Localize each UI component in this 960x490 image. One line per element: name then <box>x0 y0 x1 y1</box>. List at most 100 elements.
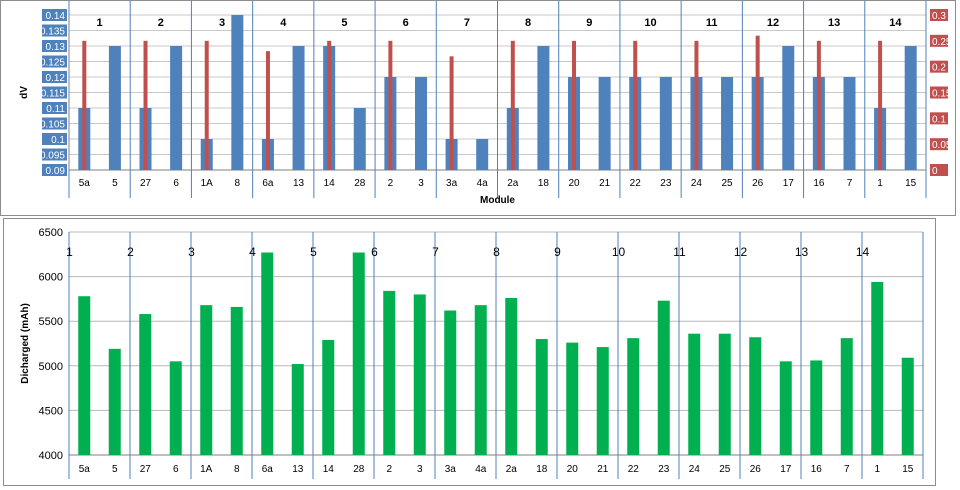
group-label: 11 <box>706 17 718 29</box>
secondary-bar <box>878 40 883 171</box>
left-tick-highlight <box>42 117 67 130</box>
dv-bar <box>108 46 121 170</box>
y-tick-label: 5500 <box>39 316 63 328</box>
discharged-bar <box>840 338 853 455</box>
discharged-bar <box>322 339 335 455</box>
group-label: 8 <box>493 245 500 259</box>
discharged-bar <box>779 361 792 455</box>
group-label: 5 <box>310 245 317 259</box>
left-tick-label: 0.11 <box>46 104 65 115</box>
group-label: 9 <box>554 245 561 259</box>
x-tick-label: 5 <box>112 178 118 189</box>
dv-bar <box>904 46 917 170</box>
discharged-bar <box>383 290 396 455</box>
discharged-bar <box>901 357 914 455</box>
left-tick-label: 0.115 <box>41 89 66 100</box>
x-tick-label: 5 <box>112 464 118 475</box>
group-label: 6 <box>403 17 409 29</box>
x-tick-label: 27 <box>140 178 152 189</box>
right-tick-label: 0.15 <box>932 89 952 100</box>
x-tick-label: 15 <box>905 178 917 189</box>
discharged-chart-panel[interactable]: 4000 4500 5000 5500 6000 6500 1 2 3 4 5 6 7 8 9 10 11 12 1… <box>3 218 936 486</box>
discharged-bar <box>535 339 548 455</box>
left-tick-highlight <box>42 133 67 145</box>
x-tick-label: 6 <box>173 178 179 189</box>
left-tick-label: 0.095 <box>40 151 65 162</box>
group-label: 5 <box>341 17 347 29</box>
y-tick-label: 4000 <box>39 450 63 462</box>
discharged-bar <box>749 337 762 455</box>
left-tick-highlight <box>42 55 67 68</box>
right-tick-highlight <box>930 60 948 73</box>
left-tick-label: 0.1 <box>51 135 65 146</box>
dv-bar <box>170 46 183 170</box>
x-tick-label: 23 <box>660 178 672 189</box>
x-tick-label: 7 <box>847 178 853 189</box>
secondary-bar <box>755 35 760 170</box>
x-tick-label: 13 <box>292 464 304 475</box>
dv-bar <box>721 77 734 170</box>
secondary-bar <box>510 40 515 171</box>
group-label: 10 <box>644 17 656 29</box>
x-tick-label: 8 <box>234 464 240 475</box>
discharged-bar <box>200 305 213 455</box>
x-tick-label: 20 <box>567 464 579 475</box>
discharged-bar <box>566 342 579 455</box>
secondary-bar <box>694 40 699 171</box>
secondary-bar <box>327 40 332 171</box>
dv-bar <box>231 15 244 170</box>
dv-bar <box>782 46 795 170</box>
x-tick-label: 24 <box>689 464 701 475</box>
left-tick-highlight <box>42 148 67 161</box>
group-label: 4 <box>280 17 287 29</box>
x-tick-label: 25 <box>719 464 731 475</box>
x-tick-label: 3a <box>446 178 458 189</box>
x-tick-label: 8 <box>235 178 241 189</box>
dv-chart-panel[interactable]: 0.09 0.095 0.1 0.105 0.11 0.115 0.12 0.125 0.13 0… <box>0 0 956 216</box>
x-tick-label: 1 <box>874 464 880 475</box>
discharged-bar <box>657 300 670 455</box>
left-tick-highlight <box>42 24 67 37</box>
x-tick-label: 2 <box>386 464 392 475</box>
discharged-bar <box>627 338 640 455</box>
secondary-bar <box>143 40 148 171</box>
y-axis-title: dV <box>19 86 30 99</box>
x-tick-label: 5a <box>79 178 91 189</box>
dv-bar <box>292 46 305 170</box>
x-tick-label: 2 <box>388 178 394 189</box>
discharged-bar <box>718 333 731 455</box>
group-label: 12 <box>734 245 748 259</box>
x-tick-label: 17 <box>783 178 795 189</box>
x-tick-label: 6a <box>262 464 274 475</box>
x-tick-label: 27 <box>140 464 152 475</box>
right-tick-highlight <box>930 9 948 21</box>
group-label: 14 <box>856 245 870 259</box>
x-tick-label: 26 <box>752 178 764 189</box>
left-tick-label: 0.14 <box>46 11 66 22</box>
x-tick-label: 18 <box>538 178 550 189</box>
group-label: 8 <box>525 17 531 29</box>
left-tick-label: 0.13 <box>46 42 66 53</box>
x-tick-label: 28 <box>354 178 366 189</box>
group-label: 13 <box>828 17 840 29</box>
left-tick-highlight <box>42 102 67 114</box>
group-label: 1 <box>66 245 73 259</box>
x-tick-label: 26 <box>750 464 762 475</box>
group-label: 7 <box>432 245 439 259</box>
left-tick-label: 0.135 <box>40 27 65 38</box>
discharged-bar <box>291 364 304 455</box>
left-tick-label: 0.105 <box>40 120 65 131</box>
discharged-bar <box>444 310 457 455</box>
dv-bar <box>353 108 366 170</box>
x-tick-label: 16 <box>811 464 823 475</box>
y-tick-label: 4500 <box>39 405 63 417</box>
secondary-bar <box>82 40 87 171</box>
group-label: 3 <box>219 17 225 29</box>
x-tick-label: 17 <box>780 464 792 475</box>
left-tick-highlight <box>42 71 67 83</box>
discharged-bar <box>352 252 365 455</box>
group-label: 11 <box>673 245 686 259</box>
x-tick-label: 21 <box>597 464 609 475</box>
x-tick-label: 24 <box>691 178 703 189</box>
